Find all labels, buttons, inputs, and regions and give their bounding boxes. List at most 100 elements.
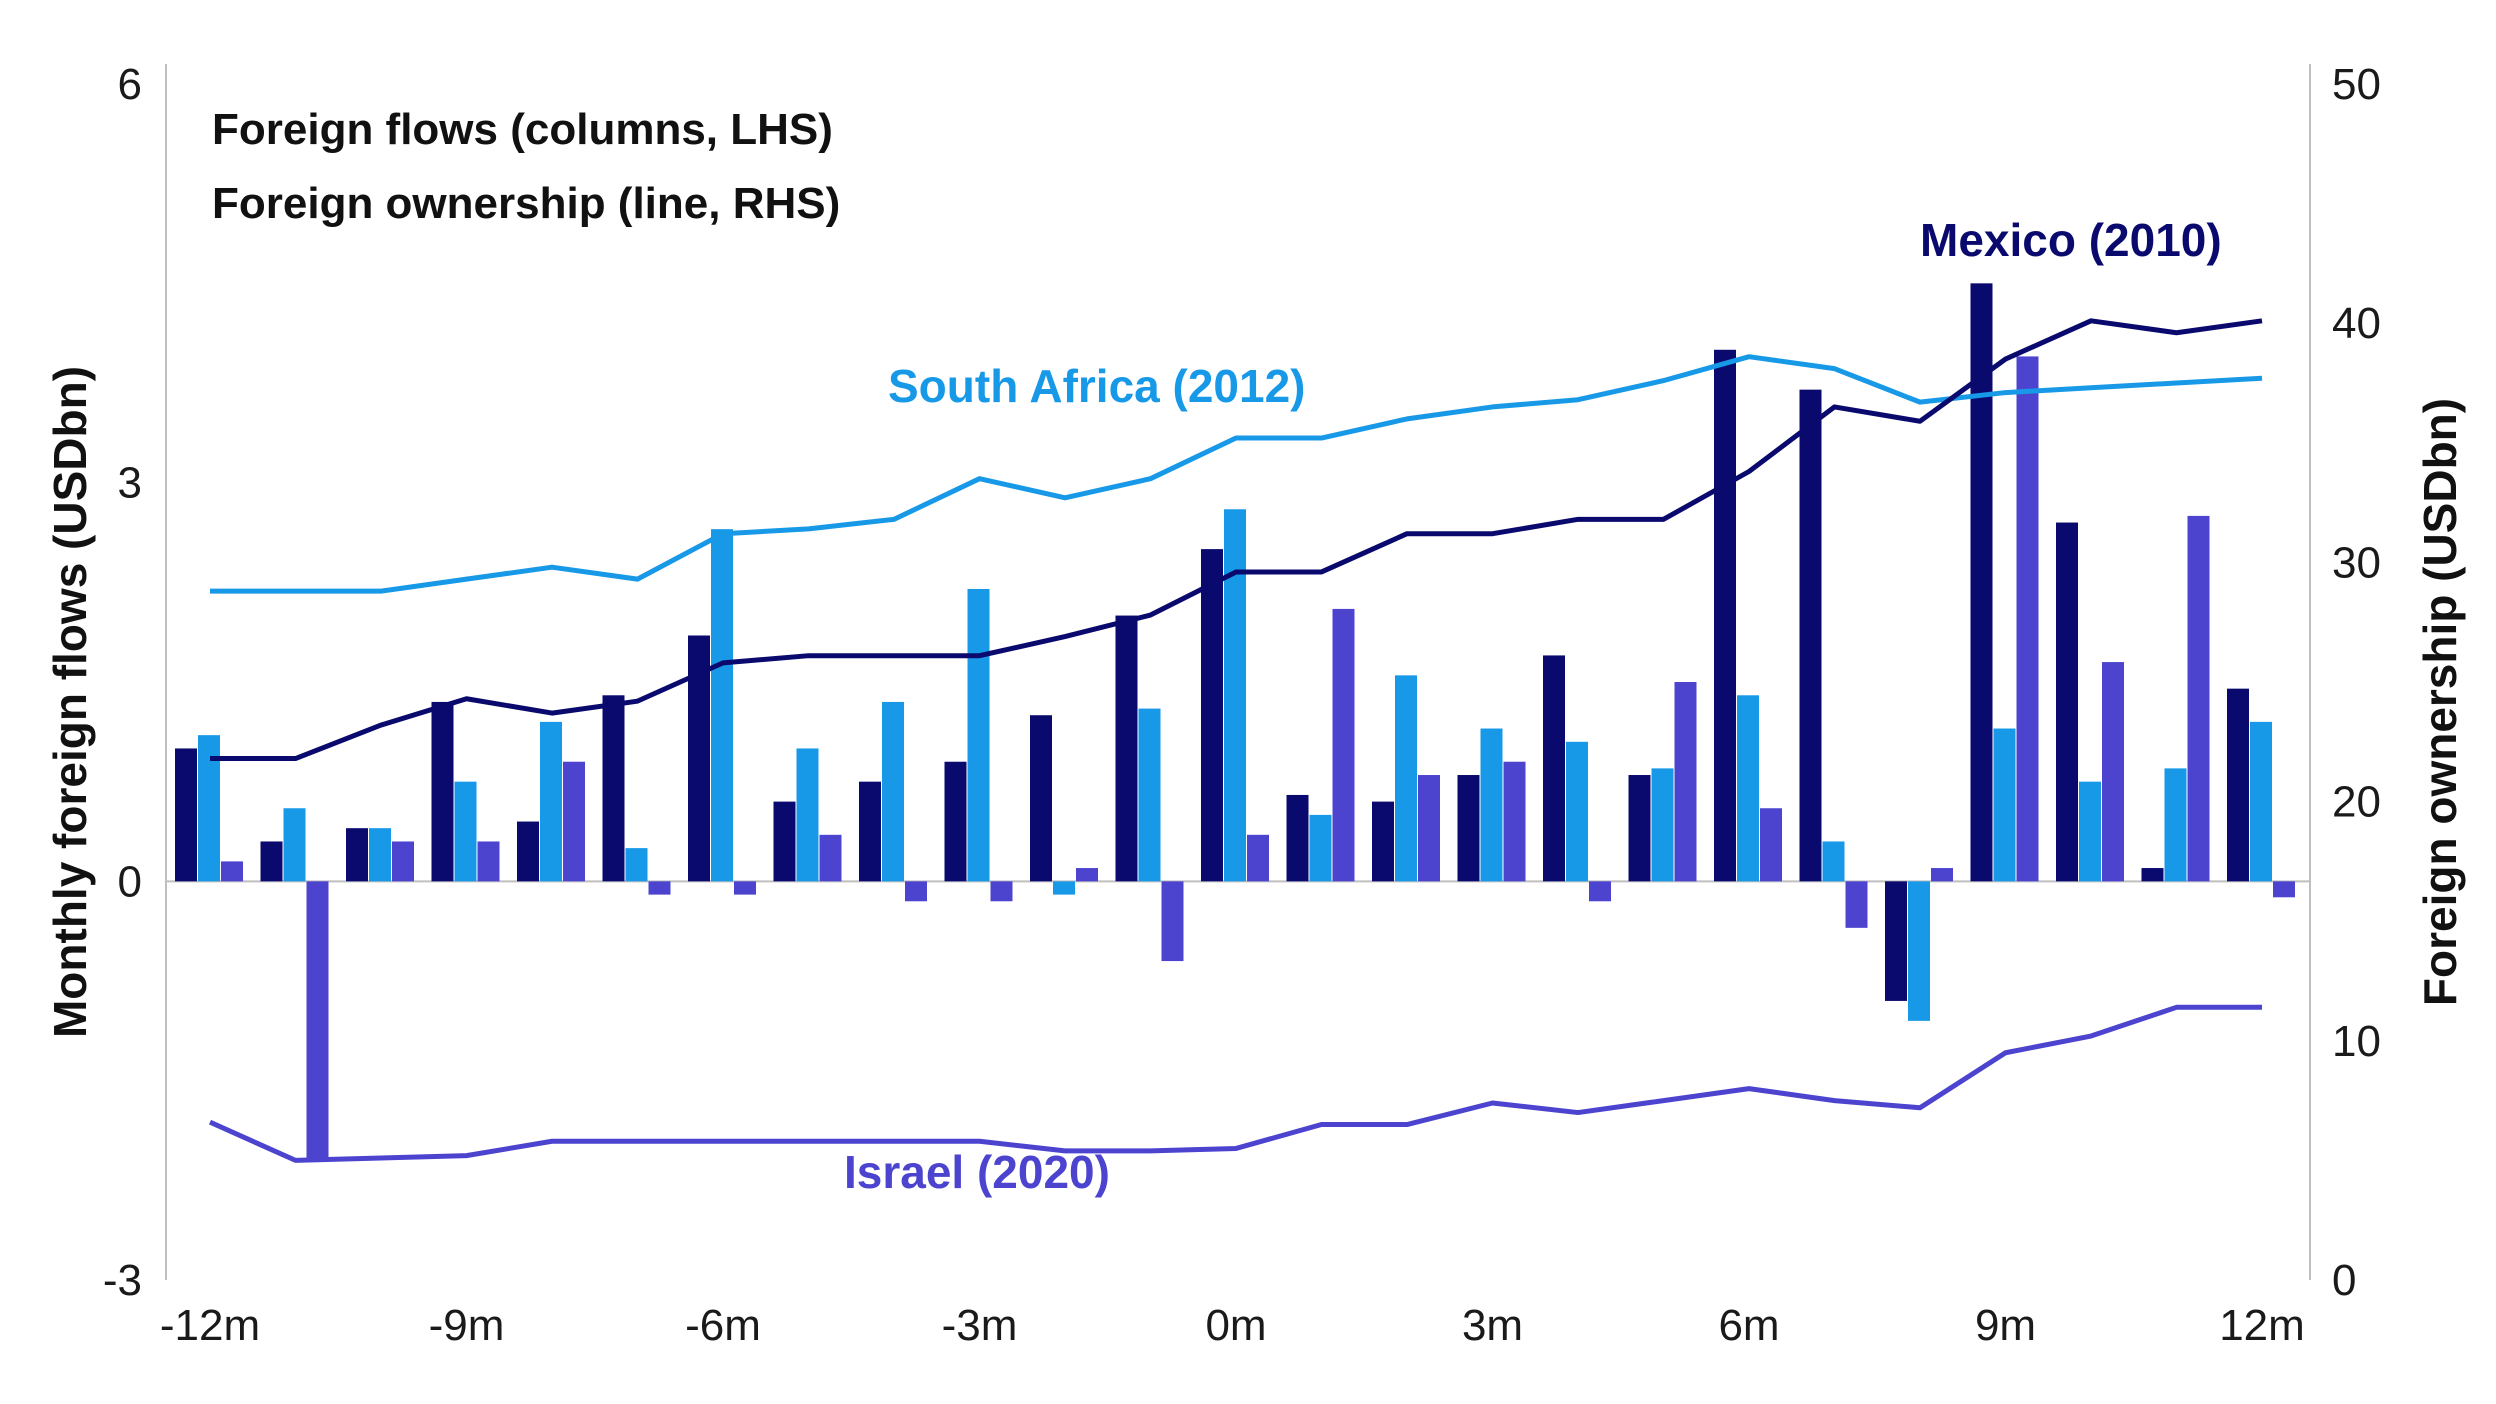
bar-israel [477, 841, 500, 882]
bar-mexico [260, 841, 283, 882]
x-axis-ticks: -12m -9m -6m -3m 0m 3m 6m 9m 12m [160, 1301, 2305, 1350]
bar-south-africa [1395, 675, 1417, 882]
bar-mexico [859, 781, 881, 882]
bar-south-africa [369, 828, 391, 882]
bar-mexico [1970, 283, 1993, 882]
bar-south-africa [882, 701, 904, 882]
bar-south-africa [796, 748, 819, 882]
bar-mexico [1543, 655, 1565, 882]
bar-mexico [2141, 868, 2164, 882]
bar-israel [1332, 608, 1355, 882]
left-tick-label: -3 [103, 1256, 142, 1305]
bar-mexico [2227, 688, 2249, 882]
bar-mexico [688, 635, 710, 882]
bar-mexico [1714, 349, 1736, 882]
x-tick-label: 0m [1205, 1301, 1266, 1350]
bar-mexico [346, 828, 368, 882]
bar-south-africa [1993, 728, 2016, 882]
bar-mexico [517, 821, 539, 882]
bar-israel [819, 834, 842, 882]
bar-south-africa [1737, 695, 1759, 882]
bar-israel [1674, 682, 1697, 882]
bar-mexico [1628, 775, 1651, 882]
bar-israel [563, 761, 585, 882]
left-tick-label: 3 [118, 459, 142, 508]
bar-south-africa [1224, 509, 1246, 882]
right-tick-label: 30 [2332, 538, 2381, 587]
bar-israel [1931, 868, 1953, 882]
bar-south-africa [1822, 841, 1845, 882]
bar-mexico [773, 801, 796, 882]
left-axis-ticks: -3 0 3 6 [103, 60, 142, 1305]
bar-mexico [1457, 775, 1480, 882]
bar-israel [1247, 834, 1269, 882]
bar-south-africa [2250, 721, 2272, 882]
bar-israel [1845, 881, 1868, 928]
bar-mexico [1372, 801, 1394, 882]
x-tick-label: -6m [685, 1301, 761, 1350]
left-axis-title: Monthly foreign flows (USDbn) [44, 366, 96, 1038]
right-axis-ticks: 0 10 20 30 40 50 [2332, 60, 2381, 1305]
bar-south-africa [1651, 768, 1674, 882]
bar-south-africa [1480, 728, 1503, 882]
bar-mexico [944, 761, 967, 882]
bar-israel [2102, 662, 2124, 882]
right-tick-label: 10 [2332, 1017, 2381, 1066]
series-label-israel: Israel (2020) [844, 1146, 1110, 1198]
line-israel-ownership [208, 1004, 2262, 1163]
bar-mexico [1799, 389, 1822, 882]
bar-mexico [175, 748, 197, 882]
bar-israel [905, 881, 927, 902]
bar-south-africa [1566, 741, 1588, 882]
bar-south-africa [625, 848, 648, 882]
bar-south-africa [454, 781, 477, 882]
bar-israel [1760, 808, 1782, 882]
bar-south-africa [540, 721, 562, 882]
legend-note-flows: Foreign flows (columns, LHS) [212, 105, 833, 154]
bar-israel [392, 841, 414, 882]
x-tick-label: -3m [942, 1301, 1018, 1350]
bar-mexico [431, 701, 454, 882]
bar-israel [1503, 761, 1526, 882]
line-mexico-ownership [210, 318, 2263, 762]
x-tick-label: 3m [1462, 1301, 1523, 1350]
right-tick-label: 20 [2332, 778, 2381, 827]
bar-south-africa [1138, 708, 1161, 882]
lines-layer [208, 318, 2263, 1163]
bar-israel [734, 881, 756, 895]
x-tick-label: -9m [429, 1301, 505, 1350]
bar-mexico [1030, 715, 1052, 882]
left-tick-label: 0 [118, 857, 142, 906]
x-tick-label: 12m [2219, 1301, 2305, 1350]
legend-note-ownership: Foreign ownership (line, RHS) [212, 179, 840, 228]
bar-mexico [1115, 615, 1138, 882]
bar-israel [990, 881, 1013, 902]
x-tick-label: 6m [1718, 1301, 1779, 1350]
line-south-africa-ownership [210, 354, 2263, 594]
bar-israel [1418, 775, 1440, 882]
bar-south-africa [283, 808, 306, 882]
bar-israel [648, 881, 671, 895]
right-tick-label: 0 [2332, 1256, 2356, 1305]
bar-israel [2016, 356, 2039, 882]
bar-israel [1161, 881, 1184, 962]
bar-south-africa [2079, 781, 2101, 882]
bar-israel [2273, 881, 2295, 898]
bar-south-africa [1309, 814, 1332, 882]
bar-south-africa [711, 529, 733, 882]
series-label-south-africa: South Africa (2012) [888, 360, 1306, 412]
bars-layer [175, 283, 2295, 1161]
bar-mexico [1286, 794, 1309, 882]
left-tick-label: 6 [118, 60, 142, 109]
bar-israel [1589, 881, 1611, 902]
x-tick-label: 9m [1975, 1301, 2036, 1350]
right-tick-label: 50 [2332, 60, 2381, 109]
bar-mexico [2056, 522, 2078, 882]
bar-israel [221, 861, 243, 882]
bar-south-africa [198, 735, 220, 882]
x-tick-label: -12m [160, 1301, 260, 1350]
bar-mexico [1201, 549, 1223, 882]
bar-israel [306, 881, 329, 1161]
bar-south-africa [2164, 768, 2187, 882]
bar-south-africa [1908, 881, 1930, 1021]
